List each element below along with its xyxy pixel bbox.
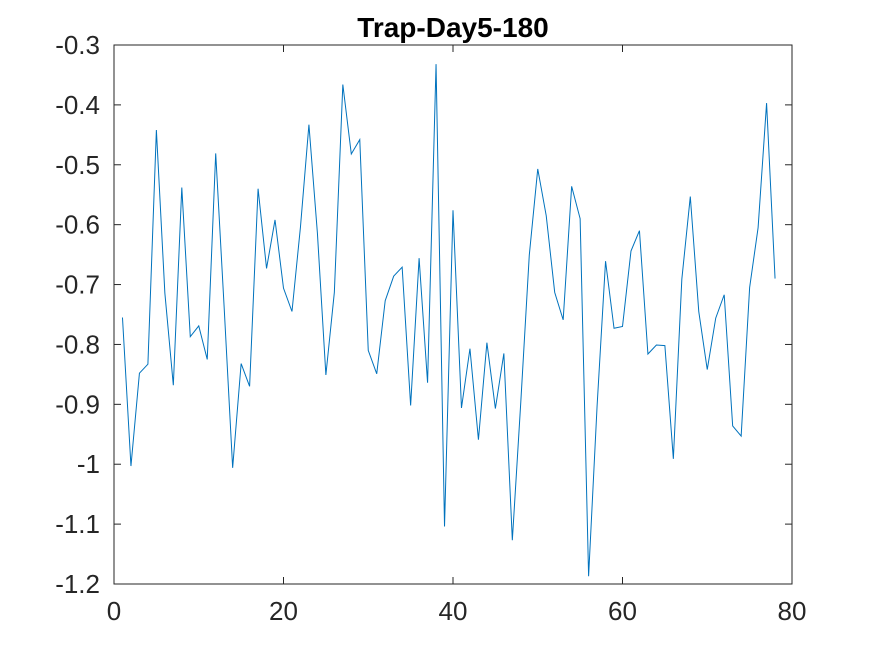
plot-axes [113, 44, 793, 585]
x-tick-label: 20 [269, 596, 298, 626]
y-tick-label: -0.7 [55, 270, 100, 300]
y-tick-label: -0.6 [55, 210, 100, 240]
data-series [121, 64, 776, 577]
series-line [121, 64, 776, 577]
y-tick-label: -1 [77, 449, 100, 479]
tick-labels: 0 20 40 60 80 -0.3 -0.4 -0.5 -0.6 -0.7 -0.8 -0.9 -1 -… [55, 30, 806, 626]
x-tick-label: 0 [107, 596, 121, 626]
x-tick-label: 40 [439, 596, 468, 626]
chart-title: Trap-Day5-180 [357, 12, 548, 43]
y-tick-label: -0.9 [55, 389, 100, 419]
y-tick-label: -0.3 [55, 30, 100, 60]
y-tick-label: -0.5 [55, 150, 100, 180]
x-tick-label: 60 [608, 596, 637, 626]
y-tick-label: -1.2 [55, 569, 100, 599]
y-tick-label: -0.4 [55, 90, 100, 120]
y-tick-label: -0.8 [55, 329, 100, 359]
axis-ticks [113, 44, 793, 585]
plot-frame [113, 44, 793, 585]
x-tick-label: 80 [778, 596, 807, 626]
y-tick-label: -1.1 [55, 509, 100, 539]
